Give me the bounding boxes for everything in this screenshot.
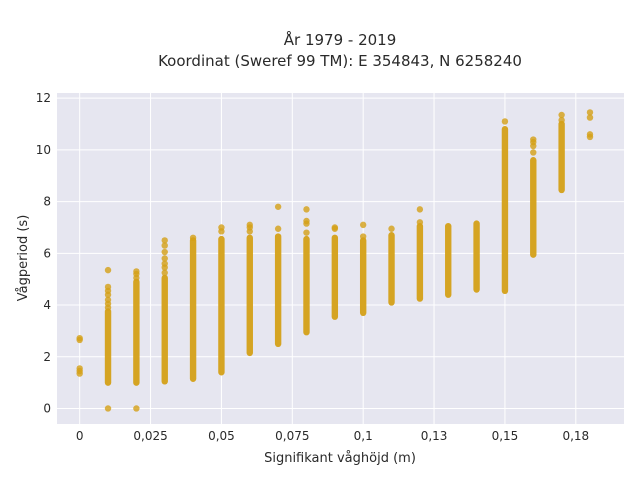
data-point (586, 109, 594, 116)
x-axis-label: Signifikant våghöjd (m) (264, 451, 416, 466)
data-point-cluster (133, 278, 140, 386)
chart-title-line2: Koordinat (Sweref 99 TM): E 354843, N 62… (158, 52, 522, 70)
data-point (501, 118, 509, 125)
data-point-cluster (189, 237, 197, 382)
data-point (586, 114, 594, 121)
data-points (76, 109, 594, 412)
data-point (303, 217, 310, 225)
data-point (274, 203, 282, 210)
x-tick-label: 0,13 (421, 429, 448, 443)
data-point-cluster (558, 120, 565, 194)
data-point (161, 255, 168, 262)
y-tick-label: 6 (43, 246, 51, 260)
data-point (331, 224, 339, 231)
data-point-cluster (501, 126, 509, 295)
data-point-cluster (473, 220, 480, 293)
data-point-cluster (104, 308, 112, 386)
data-point (189, 234, 197, 242)
data-point-cluster (218, 235, 225, 376)
data-point (388, 225, 395, 232)
data-point-cluster (246, 234, 253, 357)
plot-area (57, 93, 624, 424)
data-point (416, 206, 424, 213)
tick-labels: 0 2 4 6 8 10 12 0 0,025 0,05 0,075 0,1 0,13 0,15 0,18 (36, 91, 589, 443)
data-point (161, 260, 168, 267)
y-tick-label: 12 (36, 91, 51, 105)
data-point (303, 206, 310, 213)
data-point (161, 269, 168, 276)
data-point (416, 219, 424, 226)
x-tick-label: 0 (76, 429, 84, 443)
data-point (76, 365, 83, 372)
data-point (104, 266, 112, 274)
data-point-cluster (161, 274, 168, 385)
y-axis-label: Vågperiod (s) (16, 215, 31, 302)
y-tick-label: 8 (43, 195, 51, 209)
x-tick-label: 0,05 (208, 429, 235, 443)
data-point (246, 221, 253, 229)
data-point (161, 248, 168, 256)
data-point-cluster (274, 233, 282, 348)
data-point-cluster (416, 222, 424, 302)
data-point-cluster (445, 222, 452, 298)
data-point (586, 131, 594, 138)
x-tick-label: 0,1 (354, 429, 373, 443)
y-tick-label: 10 (36, 143, 51, 157)
y-tick-label: 4 (43, 298, 51, 312)
data-point (530, 136, 537, 143)
data-point (104, 405, 112, 412)
y-tick-label: 2 (43, 350, 51, 364)
data-point (359, 221, 367, 229)
chart-title-line1: År 1979 - 2019 (284, 30, 397, 49)
x-tick-label: 0,075 (275, 429, 309, 443)
data-point (76, 334, 83, 342)
data-point (558, 116, 565, 124)
data-point (161, 242, 168, 249)
data-point (133, 268, 140, 275)
x-tick-label: 0,15 (492, 429, 519, 443)
data-point (161, 237, 168, 244)
data-point (104, 283, 112, 291)
data-point-cluster (303, 235, 310, 336)
data-point-cluster (388, 232, 395, 306)
data-point (133, 405, 140, 412)
x-tick-label: 0,18 (562, 429, 589, 443)
data-point-cluster (331, 234, 339, 320)
data-point-cluster (530, 157, 537, 258)
y-tick-label: 0 (43, 401, 51, 415)
data-point (303, 229, 310, 236)
data-point (218, 224, 225, 231)
data-point (359, 233, 367, 240)
data-point (558, 111, 565, 119)
data-point (274, 225, 282, 232)
data-point-cluster (359, 237, 367, 317)
data-point (104, 296, 112, 304)
x-tick-label: 0,025 (133, 429, 167, 443)
data-point (530, 149, 537, 156)
